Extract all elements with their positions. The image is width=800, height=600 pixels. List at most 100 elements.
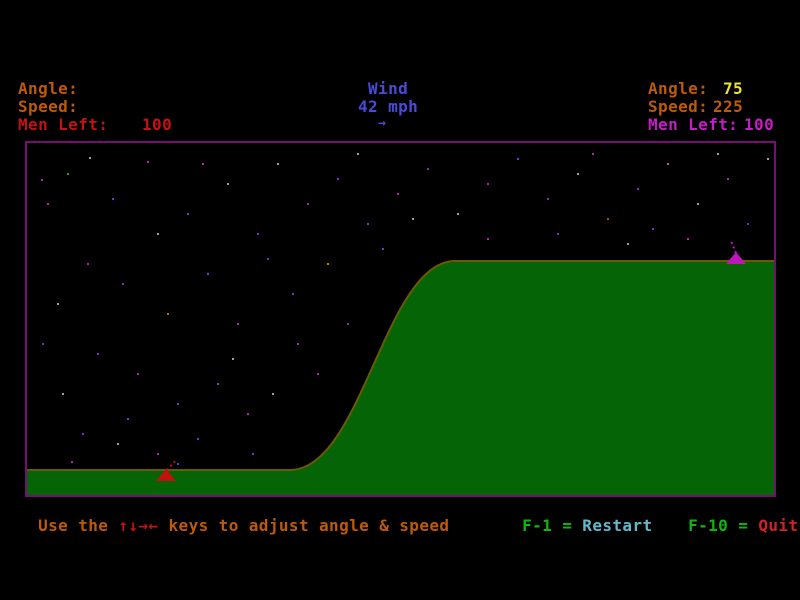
star <box>232 358 234 360</box>
star <box>42 343 44 345</box>
star <box>177 403 179 405</box>
restart-key-label: F-1 = <box>522 516 583 535</box>
star <box>382 248 384 250</box>
star <box>257 233 259 235</box>
right-speed-value: 225 <box>713 97 744 116</box>
restart-action-label: Restart <box>582 516 653 535</box>
star <box>137 373 139 375</box>
star <box>307 203 309 205</box>
star <box>207 273 209 275</box>
star <box>157 233 159 235</box>
star <box>247 413 249 415</box>
left-tank-body <box>156 469 176 481</box>
star <box>357 153 359 155</box>
star <box>557 233 559 235</box>
star <box>71 461 73 463</box>
star <box>267 258 269 260</box>
star <box>177 463 179 465</box>
star <box>97 353 99 355</box>
right-tank-barrel <box>730 240 737 254</box>
star <box>62 393 64 395</box>
terrain-outline <box>27 260 774 471</box>
star <box>667 163 669 165</box>
star <box>252 453 254 455</box>
wind-value: 42 mph <box>358 97 419 116</box>
star <box>82 433 84 435</box>
quit-key-label: F-10 = <box>688 516 759 535</box>
star <box>397 193 399 195</box>
terrain-fill <box>27 262 774 495</box>
quit-hint: F-10 = Quit <box>668 502 798 534</box>
star <box>89 157 91 159</box>
wind-direction-arrow-icon: → <box>378 116 387 131</box>
star <box>147 161 149 163</box>
star <box>272 393 274 395</box>
star <box>627 243 629 245</box>
star <box>487 238 489 240</box>
star <box>487 183 489 185</box>
star <box>277 163 279 165</box>
star <box>427 168 429 170</box>
right-angle-value: 75 <box>723 79 744 98</box>
star <box>747 223 749 225</box>
star <box>697 203 699 205</box>
star <box>767 158 769 160</box>
star <box>652 228 654 230</box>
star <box>227 183 229 185</box>
right-speed-label: Speed: <box>648 97 709 116</box>
star <box>412 218 414 220</box>
star <box>577 173 579 175</box>
left-speed-label: Speed: <box>18 97 79 116</box>
star <box>607 218 609 220</box>
star <box>337 178 339 180</box>
star <box>57 303 59 305</box>
star <box>317 373 319 375</box>
right-men-label: Men Left: <box>648 115 739 134</box>
left-angle-label: Angle: <box>18 79 79 98</box>
star <box>727 178 729 180</box>
playfield[interactable] <box>25 141 776 497</box>
keys-help-suffix: keys to adjust angle & speed <box>158 516 450 535</box>
star <box>687 238 689 240</box>
star <box>67 173 69 175</box>
player-left-tank <box>156 458 178 481</box>
star <box>41 179 43 181</box>
right-angle-label: Angle: <box>648 79 709 98</box>
left-men-label: Men Left: <box>18 115 109 134</box>
arrow-keys-icon: ↑↓→← <box>118 516 159 535</box>
star <box>187 213 189 215</box>
star <box>637 188 639 190</box>
wind-label: Wind <box>368 79 409 98</box>
star <box>122 283 124 285</box>
star <box>202 163 204 165</box>
star <box>292 293 294 295</box>
star <box>297 343 299 345</box>
star <box>237 323 239 325</box>
keys-help-prefix: Use the <box>38 516 119 535</box>
star <box>157 453 159 455</box>
restart-hint: F-1 = Restart <box>502 502 653 534</box>
star <box>517 158 519 160</box>
keys-help-line: Use the ↑↓→← keys to adjust angle & spee… <box>18 502 449 534</box>
star <box>127 418 129 420</box>
quit-action-label: Quit <box>758 516 799 535</box>
star <box>717 153 719 155</box>
player-right-tank <box>726 240 746 264</box>
star <box>547 198 549 200</box>
right-tank-body <box>726 252 746 264</box>
terrain <box>27 260 774 495</box>
star <box>117 443 119 445</box>
star <box>197 438 199 440</box>
star <box>347 323 349 325</box>
star <box>87 263 89 265</box>
star <box>592 153 594 155</box>
star <box>47 203 49 205</box>
left-men-value: 100 <box>142 115 173 134</box>
star <box>457 213 459 215</box>
left-tank-barrel <box>166 458 178 471</box>
star <box>217 383 219 385</box>
star-field <box>27 143 774 495</box>
right-men-value: 100 <box>744 115 775 134</box>
star <box>112 198 114 200</box>
